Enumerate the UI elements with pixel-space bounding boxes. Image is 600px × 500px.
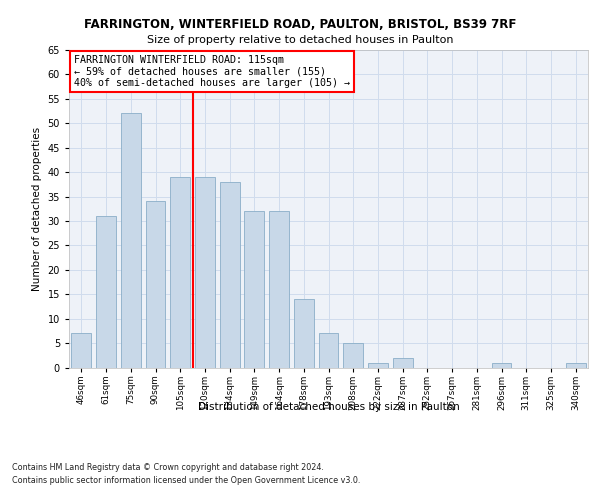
Bar xyxy=(319,334,338,368)
Bar xyxy=(71,334,91,368)
Text: FARRINGTON, WINTERFIELD ROAD, PAULTON, BRISTOL, BS39 7RF: FARRINGTON, WINTERFIELD ROAD, PAULTON, B… xyxy=(84,18,516,30)
Bar xyxy=(566,362,586,368)
Bar xyxy=(491,362,511,368)
Bar xyxy=(121,114,140,368)
Bar xyxy=(269,211,289,368)
Bar xyxy=(220,182,239,368)
Bar xyxy=(343,343,363,367)
Bar xyxy=(96,216,116,368)
Text: Distribution of detached houses by size in Paulton: Distribution of detached houses by size … xyxy=(198,402,460,412)
Bar xyxy=(368,362,388,368)
Text: FARRINGTON WINTERFIELD ROAD: 115sqm
← 59% of detached houses are smaller (155)
4: FARRINGTON WINTERFIELD ROAD: 115sqm ← 59… xyxy=(74,55,350,88)
Bar xyxy=(244,211,264,368)
Text: Contains public sector information licensed under the Open Government Licence v3: Contains public sector information licen… xyxy=(12,476,361,485)
Bar xyxy=(170,177,190,368)
Y-axis label: Number of detached properties: Number of detached properties xyxy=(32,126,42,291)
Bar xyxy=(195,177,215,368)
Text: Contains HM Land Registry data © Crown copyright and database right 2024.: Contains HM Land Registry data © Crown c… xyxy=(12,462,324,471)
Text: Size of property relative to detached houses in Paulton: Size of property relative to detached ho… xyxy=(147,35,453,45)
Bar xyxy=(294,299,314,368)
Bar xyxy=(146,202,166,368)
Bar xyxy=(393,358,413,368)
